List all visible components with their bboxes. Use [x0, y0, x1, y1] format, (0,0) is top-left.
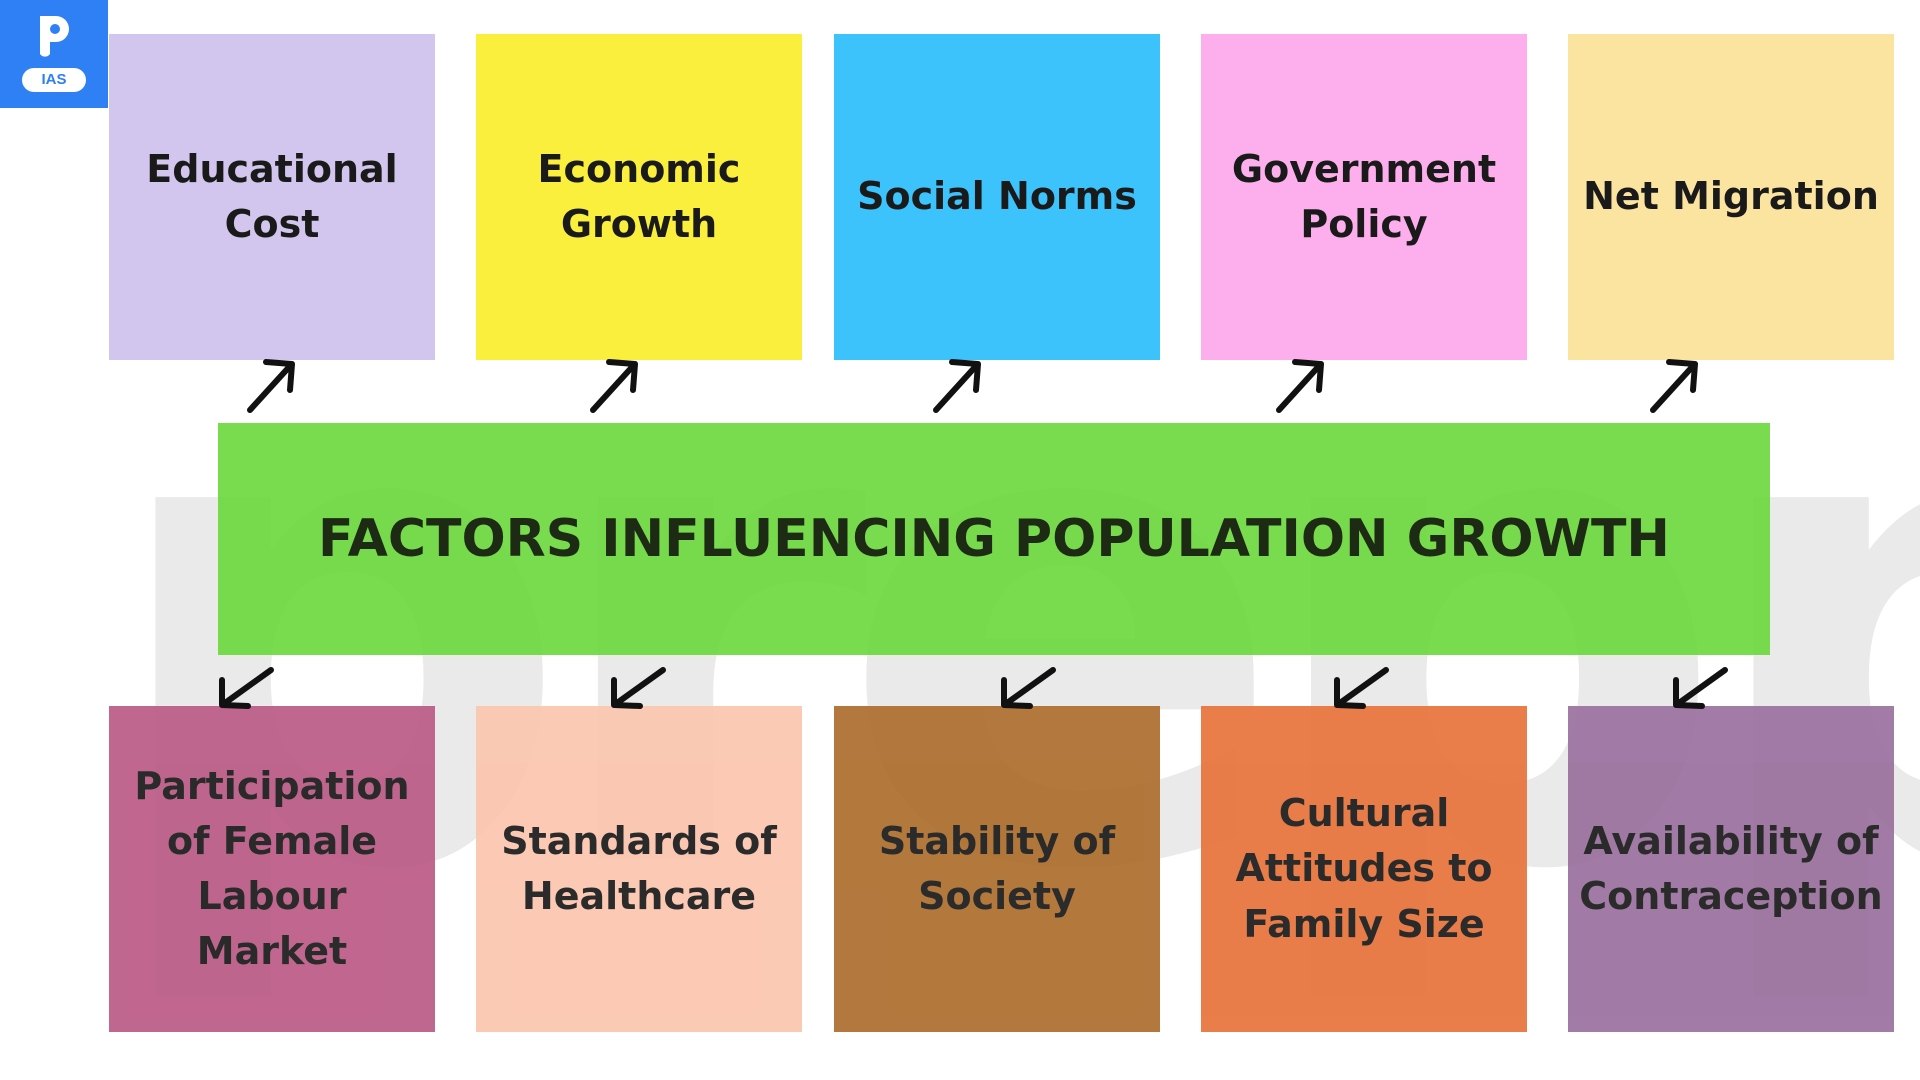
central-title: FACTORS INFLUENCING POPULATION GROWTH [318, 509, 1670, 569]
logo-p-icon [40, 16, 69, 57]
factor-box-contraception: Availability of Contraception [1568, 706, 1894, 1032]
factor-box-cultural-attitudes: Cultural Attitudes to Family Size [1201, 706, 1527, 1032]
factor-box-educational-cost: Educational Cost [109, 34, 435, 360]
logo-badge: IAS [22, 68, 86, 92]
factor-box-stability: Stability of Society [834, 706, 1160, 1032]
factor-box-female-labour: Participation of Female Labour Market [109, 706, 435, 1032]
factor-box-net-migration: Net Migration [1568, 34, 1894, 360]
brand-logo[interactable]: IAS [0, 0, 108, 108]
factor-box-social-norms: Social Norms [834, 34, 1160, 360]
central-title-banner: FACTORS INFLUENCING POPULATION GROWTH [218, 423, 1770, 655]
factor-box-government-policy: Government Policy [1201, 34, 1527, 360]
factor-box-healthcare: Standards of Healthcare [476, 706, 802, 1032]
factor-box-economic-growth: Economic Growth [476, 34, 802, 360]
